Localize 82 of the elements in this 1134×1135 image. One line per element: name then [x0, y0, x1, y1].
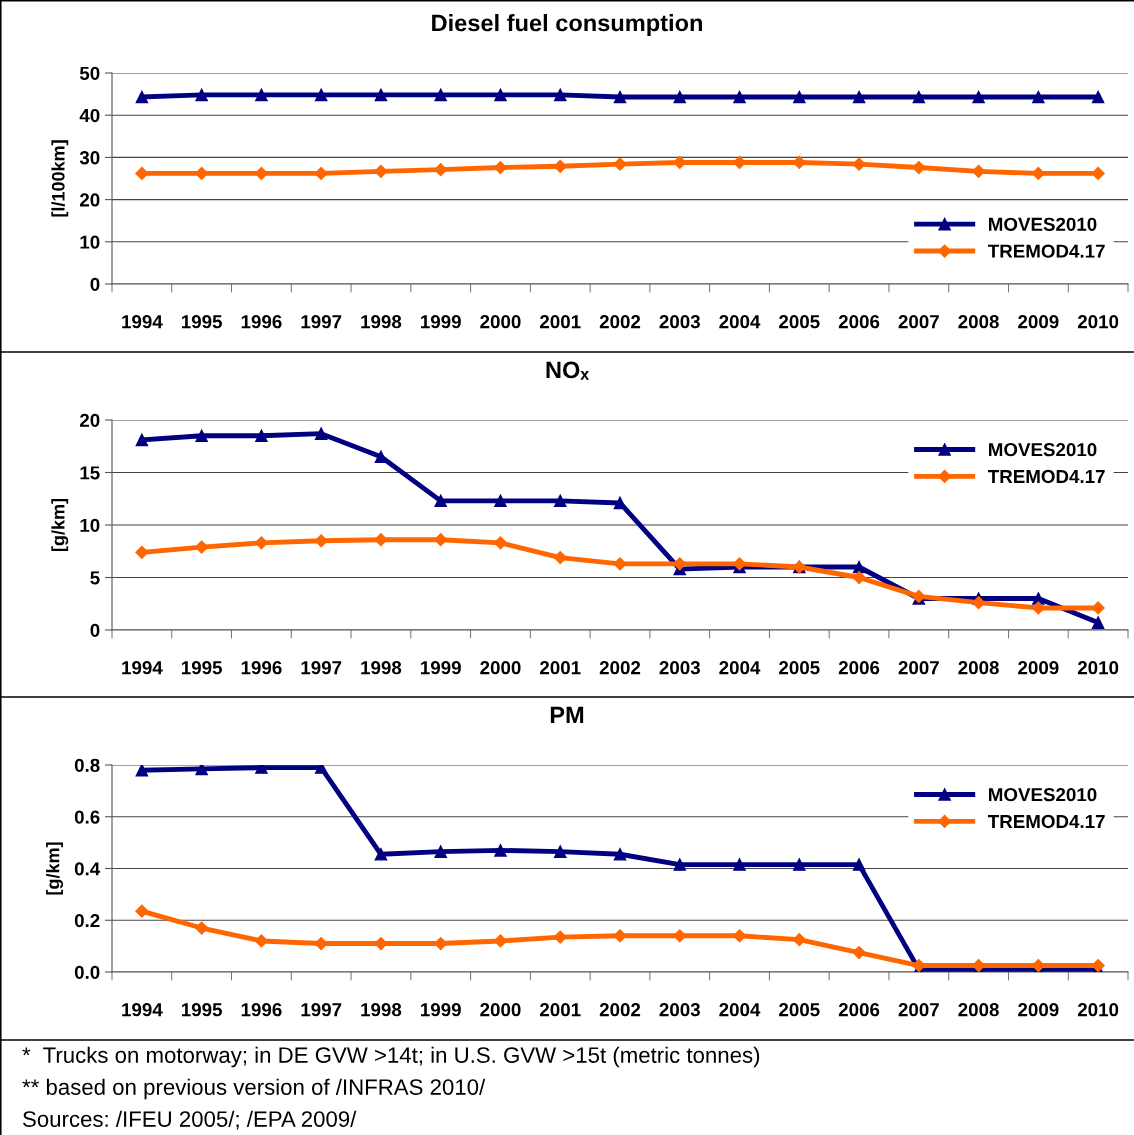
x-tick-label: 2006 [838, 315, 880, 329]
y-tick-label: 0.2 [74, 913, 100, 928]
x-tick-label: 2006 [838, 1003, 880, 1017]
x-tick-label: 2010 [1077, 1003, 1119, 1017]
x-tick-label: 2005 [779, 1003, 820, 1017]
y-tick-label: 0.4 [74, 862, 101, 876]
x-tick-label: 1995 [181, 1003, 222, 1017]
x-tick-label: 2009 [1018, 315, 1059, 329]
x-tick-label: 1995 [181, 315, 222, 329]
x-tick-label: 1999 [421, 661, 461, 675]
x-tick-label: 2004 [719, 315, 761, 329]
x-tick-label: 2001 [540, 315, 581, 329]
y-tick-label: 0.0 [74, 965, 100, 979]
x-tick-label: 1995 [181, 661, 222, 675]
text: ** based on previous version of /INFRAS 2010/ [22, 1078, 486, 1100]
x-tick-label: 2003 [659, 661, 700, 675]
y-tick-label: 10 [80, 235, 100, 249]
x-tick-label: 1998 [361, 315, 402, 329]
x-tick-label: 2010 [1077, 315, 1119, 329]
text: * Trucks on motorway; in DE GVW >14t; in U.S. GVW >15t (metric tonnes) [22, 1046, 760, 1068]
x-tick-label: 2007 [898, 315, 939, 329]
legend-label: MOVES2010 [989, 217, 1097, 231]
y-axis-title: [g/km] [51, 498, 69, 552]
y-tick-label: 0 [90, 277, 100, 291]
y-tick-label: 30 [79, 151, 100, 165]
x-tick-label: 2006 [838, 661, 880, 675]
x-tick-label: 2007 [898, 661, 939, 675]
x-tick-label: 1997 [301, 1003, 342, 1017]
x-tick-label: 2002 [599, 1003, 641, 1017]
legend-label: MOVES2010 [989, 443, 1097, 457]
x-tick-label: 2009 [1018, 1003, 1059, 1017]
x-tick-label: 2002 [599, 315, 641, 329]
x-tick-label: 2008 [958, 661, 999, 675]
x-tick-label: 1997 [301, 661, 342, 675]
source-note: Sources: /IFEU 2005/; /EPA 2009/ [23, 1110, 357, 1130]
y-axis-title: [g/km] [46, 842, 64, 895]
x-tick-label: 1998 [361, 661, 402, 675]
x-tick-label: 2004 [719, 1003, 761, 1017]
y-tick-label: 0 [90, 623, 100, 637]
y-tick-label: 50 [79, 66, 100, 80]
x-tick-label: 1999 [421, 315, 461, 329]
x-tick-label: 2005 [779, 661, 820, 675]
x-tick-label: 2000 [480, 315, 521, 329]
x-tick-label: 1998 [361, 1003, 402, 1017]
x-tick-label: 2005 [779, 315, 820, 329]
x-tick-label: 1994 [122, 1003, 163, 1017]
x-tick-label: 2003 [659, 315, 700, 329]
x-tick-label: 2004 [719, 661, 761, 675]
x-tick-label: 2009 [1018, 661, 1059, 675]
x-tick-label: 2010 [1077, 661, 1119, 675]
chart-title: PM [550, 706, 584, 724]
x-tick-label: 2008 [958, 315, 999, 329]
x-tick-label: 1996 [241, 661, 282, 675]
chart-title: NOₓ [546, 361, 590, 380]
x-tick-label: 2008 [958, 1003, 999, 1017]
y-tick-label: 0.8 [74, 758, 100, 772]
y-tick-label: 10 [80, 518, 100, 532]
y-tick-label: 5 [90, 571, 100, 585]
chart-title: Diesel fuel consumption [432, 14, 702, 36]
x-tick-label: 1994 [122, 661, 163, 675]
y-tick-label: 20 [79, 193, 100, 207]
x-tick-label: 1994 [122, 315, 163, 329]
x-tick-label: 2001 [540, 661, 581, 675]
x-tick-label: 2003 [659, 1003, 700, 1017]
x-tick-label: 2007 [898, 1003, 939, 1017]
x-tick-label: 2000 [480, 661, 521, 675]
legend-label: TREMOD4.17 [987, 814, 1105, 829]
x-tick-label: 1997 [301, 315, 342, 329]
x-tick-label: 1996 [241, 1003, 282, 1017]
x-tick-label: 1999 [421, 1003, 461, 1017]
x-tick-label: 2001 [540, 1003, 581, 1017]
x-tick-label: 2000 [480, 1003, 521, 1017]
legend-label: TREMOD4.17 [987, 469, 1105, 484]
legend-label: TREMOD4.17 [987, 244, 1105, 258]
x-tick-label: 2002 [599, 661, 641, 675]
y-tick-label: 20 [79, 413, 100, 427]
x-tick-label: 1996 [241, 315, 282, 329]
y-tick-label: 15 [80, 466, 100, 480]
legend-label: MOVES2010 [989, 788, 1097, 802]
y-tick-label: 0.6 [74, 810, 100, 824]
y-tick-label: 40 [79, 108, 100, 123]
y-axis-title: [l/100km] [51, 140, 69, 217]
